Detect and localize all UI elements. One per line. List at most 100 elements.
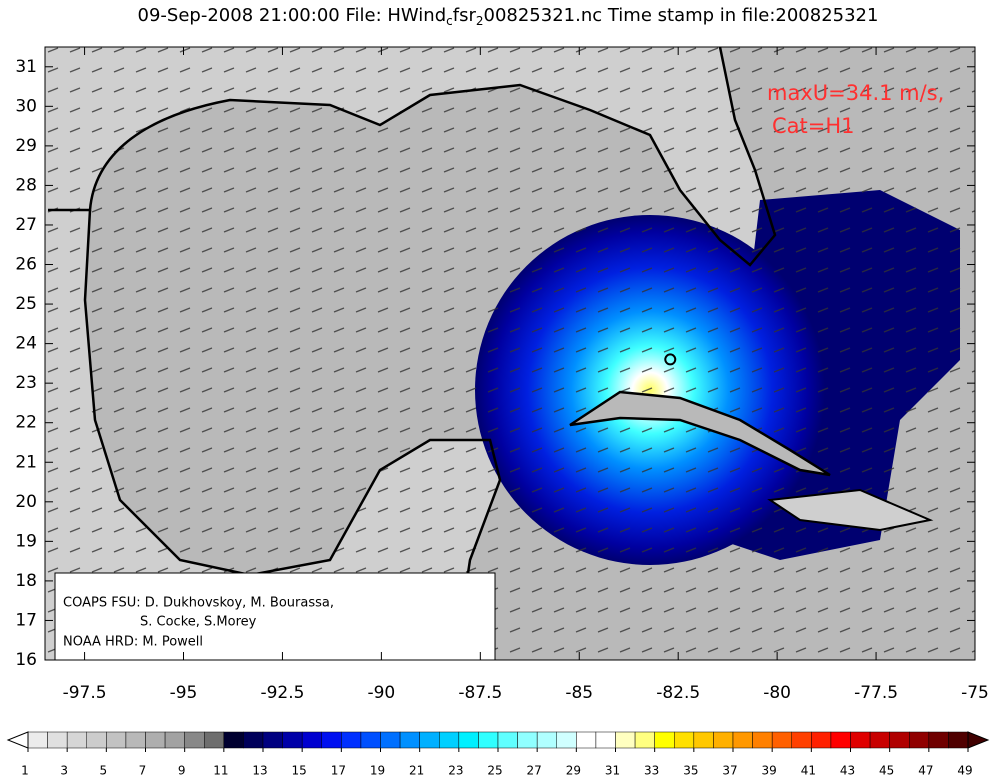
colorbar-cell xyxy=(791,731,812,749)
colorbar-cell xyxy=(125,731,146,749)
colorbar-cell xyxy=(145,731,166,749)
coastline-hispaniola xyxy=(767,488,934,532)
y-tick-label: 20 xyxy=(15,492,37,512)
credit-line: S. Cocke, S.Morey xyxy=(140,615,257,630)
plot-frame xyxy=(44,46,976,661)
colorbar-cell xyxy=(184,731,205,749)
colorbar-cell xyxy=(164,731,185,749)
colorbar-cell xyxy=(86,731,107,749)
colorbar-cell xyxy=(66,731,87,749)
colorbar-cell xyxy=(47,731,68,749)
colorbar-tick-label: 5 xyxy=(100,764,108,778)
colorbar-tick-label: 27 xyxy=(527,764,542,778)
colorbar-cell xyxy=(360,731,381,749)
colorbar-cell xyxy=(752,731,773,749)
colorbar-tick-label: 23 xyxy=(448,764,463,778)
colorbar-cell xyxy=(399,731,420,749)
colorbar-cell xyxy=(497,731,518,749)
x-tick-label: -97.5 xyxy=(63,683,107,703)
colorbar-tick-label: 29 xyxy=(566,764,581,778)
colorbar-cell xyxy=(693,731,714,749)
storm-center xyxy=(664,353,677,366)
colorbar-tick-label: 3 xyxy=(60,764,68,778)
colorbar-low-arrow xyxy=(6,731,29,749)
colorbar-tick-label: 11 xyxy=(213,764,228,778)
y-tick-label: 19 xyxy=(15,531,37,551)
colorbar-tick-label: 21 xyxy=(409,764,424,778)
colorbar-tick-label: 19 xyxy=(370,764,385,778)
chart-title: 09-Sep-2008 21:00:00 File: HWindcfsr2008… xyxy=(138,5,879,28)
colorbar-cell xyxy=(889,731,910,749)
colorbar-tick-label: 33 xyxy=(644,764,659,778)
credit-line: COAPS FSU: D. Dukhovskoy, M. Bourassa, xyxy=(63,596,334,611)
y-tick-label: 24 xyxy=(15,334,37,354)
colorbar-cell xyxy=(458,731,479,749)
x-tick-label: -90 xyxy=(367,683,395,703)
coastline-us xyxy=(48,47,777,267)
colorbar-cell xyxy=(27,731,48,749)
colorbar-cell xyxy=(615,731,636,749)
colorbar-tick-label: 41 xyxy=(801,764,816,778)
colorbar-cell xyxy=(262,731,283,749)
colorbar-cell xyxy=(517,731,538,749)
colorbar-tick-label: 49 xyxy=(957,764,972,778)
y-tick-label: 18 xyxy=(15,571,37,591)
x-tick-label: -92.5 xyxy=(260,683,304,703)
y-tick-label: 21 xyxy=(15,452,37,472)
colorbar-tick-label: 7 xyxy=(139,764,147,778)
colorbar-tick-label: 45 xyxy=(879,764,894,778)
y-tick-label: 27 xyxy=(15,215,37,235)
colorbar-tick-label: 35 xyxy=(683,764,698,778)
y-tick-label: 23 xyxy=(15,373,37,393)
colorbar-tick-label: 15 xyxy=(292,764,307,778)
y-tick-label: 26 xyxy=(15,255,37,275)
colorbar-cell xyxy=(380,731,401,749)
colorbar-cell xyxy=(909,731,930,749)
colorbar-cell xyxy=(282,731,303,749)
colorbar-cell xyxy=(654,731,675,749)
x-tick-label: -75 xyxy=(961,683,989,703)
colorbar-tick-label: 37 xyxy=(722,764,737,778)
colorbar-cell xyxy=(341,731,362,749)
colorbar-cell xyxy=(419,731,440,749)
colorbar-cell xyxy=(321,731,342,749)
y-tick-label: 30 xyxy=(15,96,37,116)
colorbar-cell xyxy=(928,731,949,749)
credit-line: NOAA HRD: M. Powell xyxy=(63,635,203,650)
colorbar-cell xyxy=(536,731,558,749)
x-tick-label: -77.5 xyxy=(854,683,898,703)
colorbar-cell xyxy=(713,731,734,749)
colorbar-cell xyxy=(106,731,127,749)
colorbar-cell xyxy=(634,731,655,749)
x-tick-label: -87.5 xyxy=(458,683,502,703)
colorbar-cell xyxy=(869,731,890,749)
colorbar-cell xyxy=(771,731,793,749)
colorbar-tick-label: 43 xyxy=(840,764,855,778)
map-layer xyxy=(45,47,975,660)
x-tick-label: -85 xyxy=(565,683,593,703)
colorbar-cell xyxy=(850,731,871,749)
credits-box xyxy=(54,572,496,661)
y-tick-label: 25 xyxy=(15,294,37,314)
colorbar-cell xyxy=(830,731,851,749)
title-subscript: 2 xyxy=(476,14,484,28)
colorbar-cell xyxy=(204,731,225,749)
annotation: maxU=34.1 m/s, xyxy=(767,81,944,105)
coastline-cuba xyxy=(569,390,831,477)
colorbar-cell xyxy=(595,731,616,749)
colorbar-tick-label: 13 xyxy=(252,764,267,778)
y-tick-label: 29 xyxy=(15,136,37,156)
colorbar-cell xyxy=(732,731,753,749)
annotations: maxU=34.1 m/s, Cat=H1 xyxy=(767,81,944,138)
title-part: 09-Sep-2008 21:00:00 File: HWind xyxy=(138,5,447,26)
colorbar-cell xyxy=(674,731,695,749)
x-tick-label: -82.5 xyxy=(656,683,700,703)
colorbar-cell xyxy=(478,731,499,749)
y-tick-label: 28 xyxy=(15,175,37,195)
y-tick-label: 31 xyxy=(15,57,37,77)
annotation: Cat=H1 xyxy=(772,114,855,138)
colorbar-tick-label: 39 xyxy=(762,764,777,778)
colorbar-tick-label: 47 xyxy=(918,764,933,778)
